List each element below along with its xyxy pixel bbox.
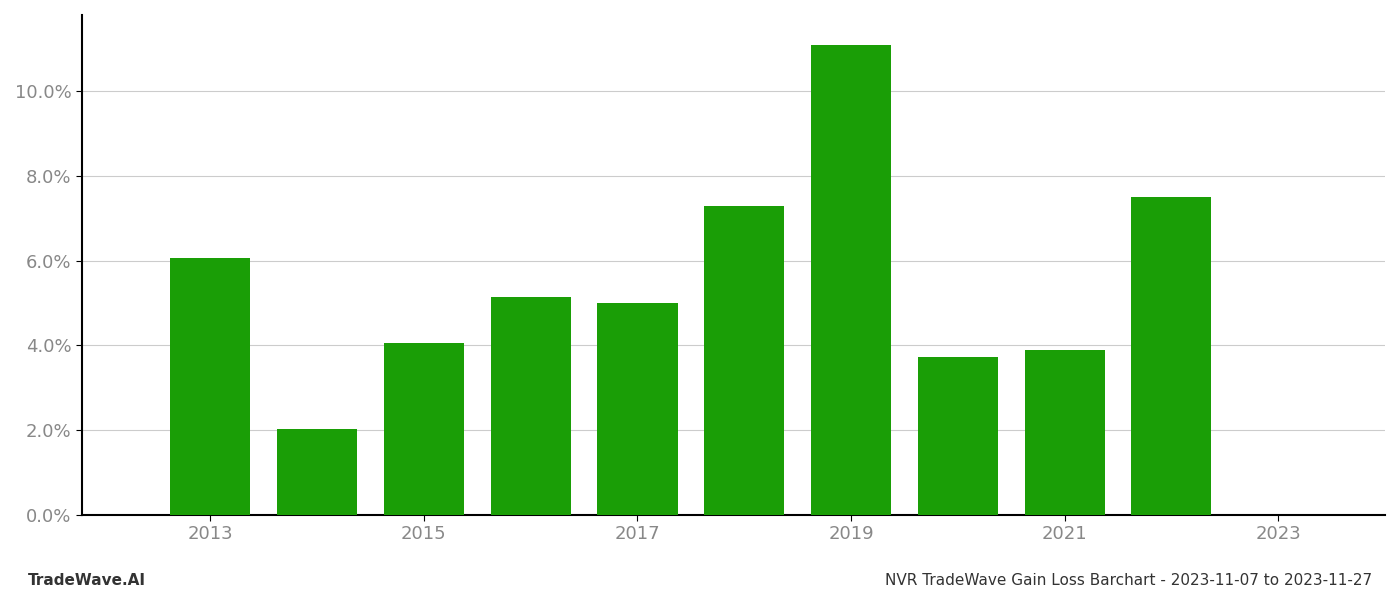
Bar [490, 296, 571, 515]
Bar [811, 44, 890, 515]
Bar [918, 357, 998, 515]
Text: NVR TradeWave Gain Loss Barchart - 2023-11-07 to 2023-11-27: NVR TradeWave Gain Loss Barchart - 2023-… [885, 573, 1372, 588]
Bar [704, 206, 784, 515]
Bar [384, 343, 463, 515]
Bar [598, 303, 678, 515]
Bar [171, 259, 251, 515]
Bar [1131, 197, 1211, 515]
Text: TradeWave.AI: TradeWave.AI [28, 573, 146, 588]
Bar [277, 429, 357, 515]
Bar [1025, 350, 1105, 515]
